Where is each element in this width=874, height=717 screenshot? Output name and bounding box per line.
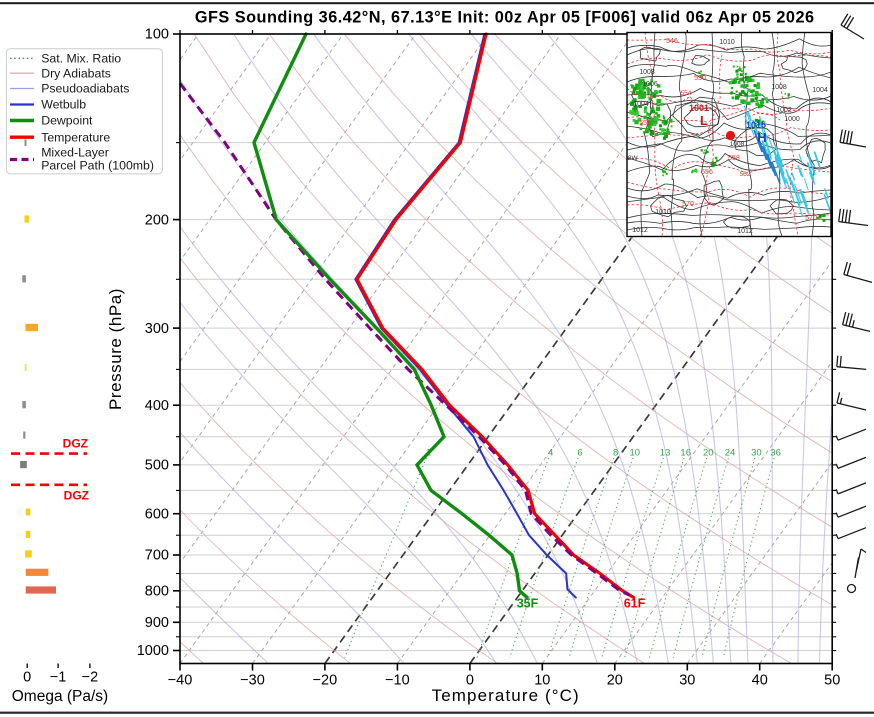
- svg-text:1006: 1006: [642, 81, 658, 88]
- svg-text:−30: −30: [240, 673, 265, 689]
- svg-text:200: 200: [145, 212, 169, 228]
- svg-text:6: 6: [577, 448, 582, 459]
- svg-text:8: 8: [613, 448, 618, 459]
- svg-text:L: L: [700, 113, 708, 128]
- svg-text:13: 13: [660, 448, 671, 459]
- svg-text:600: 600: [145, 506, 169, 522]
- svg-text:1008: 1008: [771, 84, 787, 91]
- svg-text:900: 900: [145, 615, 169, 631]
- svg-text:H: H: [757, 130, 766, 145]
- svg-text:−2: −2: [82, 670, 99, 686]
- svg-text:Pressure (hPa): Pressure (hPa): [106, 288, 125, 410]
- svg-text:558: 558: [728, 155, 740, 162]
- svg-text:10: 10: [630, 448, 641, 459]
- svg-text:556: 556: [701, 169, 713, 176]
- svg-text:570: 570: [805, 215, 817, 222]
- svg-text:08W: 08W: [624, 155, 638, 162]
- svg-text:1004: 1004: [633, 101, 649, 108]
- svg-text:GFS Sounding 36.42°N, 67.13°E: GFS Sounding 36.42°N, 67.13°E Init: 00z …: [195, 8, 815, 26]
- svg-text:550: 550: [694, 75, 706, 82]
- svg-text:61F: 61F: [624, 597, 646, 611]
- svg-text:562: 562: [740, 171, 751, 178]
- svg-text:Sat. Mix. Ratio: Sat. Mix. Ratio: [41, 52, 121, 66]
- svg-text:1012: 1012: [632, 227, 648, 234]
- svg-text:546: 546: [666, 38, 678, 45]
- svg-text:1000: 1000: [784, 116, 800, 123]
- svg-text:0: 0: [23, 670, 31, 686]
- svg-text:570: 570: [682, 201, 694, 208]
- svg-text:1004: 1004: [812, 87, 828, 94]
- svg-text:Omega (Pa/s): Omega (Pa/s): [12, 688, 108, 705]
- svg-text:0: 0: [466, 673, 474, 689]
- svg-text:−10: −10: [385, 673, 410, 689]
- svg-text:20: 20: [703, 448, 714, 459]
- svg-text:Temperature: Temperature: [41, 130, 110, 144]
- svg-text:Mixed-Layer: Mixed-Layer: [41, 145, 109, 159]
- svg-text:1008: 1008: [730, 141, 745, 148]
- svg-text:−40: −40: [168, 673, 193, 689]
- svg-text:558: 558: [639, 120, 651, 127]
- svg-text:1015: 1015: [746, 120, 766, 130]
- svg-text:4: 4: [548, 448, 553, 459]
- svg-text:40: 40: [752, 673, 768, 689]
- svg-text:1008: 1008: [639, 69, 655, 76]
- svg-text:1012: 1012: [737, 228, 753, 235]
- svg-text:1010: 1010: [655, 209, 671, 216]
- svg-text:Temperature (°C): Temperature (°C): [432, 686, 580, 705]
- svg-text:DGZ: DGZ: [64, 489, 89, 503]
- svg-text:500: 500: [145, 458, 169, 474]
- svg-text:100: 100: [145, 27, 169, 43]
- svg-text:36: 36: [770, 448, 781, 459]
- svg-text:Wetbulb: Wetbulb: [41, 98, 86, 112]
- svg-text:20: 20: [607, 673, 623, 689]
- svg-text:400: 400: [145, 398, 169, 414]
- svg-text:1002: 1002: [776, 107, 792, 114]
- svg-text:Parcel Path (100mb): Parcel Path (100mb): [41, 158, 154, 172]
- svg-text:DGZ: DGZ: [63, 437, 88, 451]
- svg-text:10: 10: [534, 673, 550, 689]
- svg-text:1010: 1010: [719, 39, 735, 46]
- svg-text:Dewpoint: Dewpoint: [41, 114, 93, 128]
- svg-text:Dry Adiabats: Dry Adiabats: [41, 66, 111, 80]
- svg-text:30: 30: [679, 673, 695, 689]
- svg-text:24: 24: [725, 448, 736, 459]
- svg-text:300: 300: [145, 321, 169, 337]
- svg-text:700: 700: [145, 548, 169, 564]
- svg-text:1001: 1001: [689, 103, 709, 113]
- svg-text:50: 50: [824, 673, 840, 689]
- svg-text:1000: 1000: [137, 643, 169, 659]
- svg-text:35F: 35F: [517, 597, 539, 611]
- svg-text:16: 16: [680, 448, 691, 459]
- svg-text:800: 800: [145, 584, 169, 600]
- svg-text:−1: −1: [50, 670, 67, 686]
- svg-text:−20: −20: [313, 673, 338, 689]
- svg-text:30: 30: [751, 448, 762, 459]
- svg-text:554: 554: [681, 90, 692, 97]
- svg-text:Pseudoadiabats: Pseudoadiabats: [41, 82, 129, 96]
